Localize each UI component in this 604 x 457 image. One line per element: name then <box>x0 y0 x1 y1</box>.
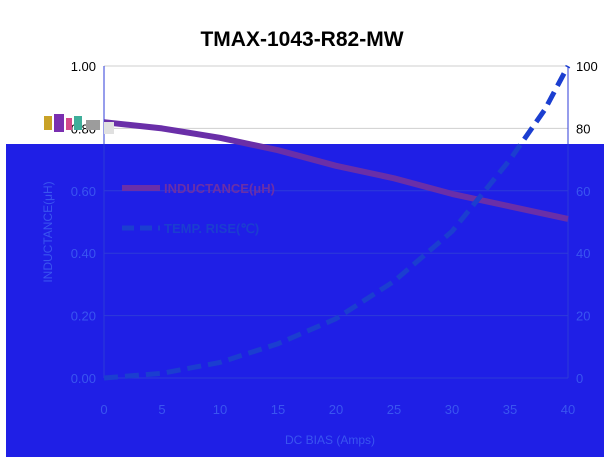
x-tick-label-3: 15 <box>271 402 285 417</box>
artifact-0 <box>44 116 52 130</box>
y2-tick-label-3: 60 <box>576 184 590 199</box>
overlay-panel <box>6 144 604 457</box>
x-tick-label-8: 40 <box>561 402 575 417</box>
artifact-5 <box>104 122 114 134</box>
y2-tick-label-2: 40 <box>576 246 590 261</box>
legend: INDUCTANCE(μH) TEMP. RISE(℃) <box>122 181 275 236</box>
y2-tick-label-1: 20 <box>576 309 590 324</box>
y-tick-label-0: 0.00 <box>71 371 96 386</box>
glitch-artifacts <box>44 114 114 134</box>
axes <box>103 66 569 379</box>
x-tick-label-6: 30 <box>445 402 459 417</box>
series-line-1 <box>103 64 571 381</box>
x-tick-label-1: 5 <box>158 402 165 417</box>
y-tick-label-1: 0.20 <box>71 309 96 324</box>
x-tick-label-5: 25 <box>387 402 401 417</box>
series-layer <box>103 64 571 381</box>
legend-label-1: TEMP. RISE(℃) <box>164 221 259 236</box>
y2-tick-label-4: 80 <box>576 121 590 136</box>
chart-title: TMAX-1043-R82-MW <box>200 28 403 51</box>
y-tick-label-2: 0.40 <box>71 246 96 261</box>
artifact-3 <box>74 116 82 130</box>
y2-tick-label-0: 0 <box>576 371 583 386</box>
y2-tick-label-5: 100 <box>576 59 598 74</box>
x-axis-title: DC BIAS (Amps) <box>285 433 375 447</box>
x-tick-label-2: 10 <box>213 402 227 417</box>
legend-label-0: INDUCTANCE(μH) <box>164 181 275 196</box>
y-tick-label-5: 1.00 <box>71 59 96 74</box>
artifact-1 <box>54 114 64 132</box>
artifact-4 <box>86 120 100 130</box>
y-tick-label-3: 0.60 <box>71 184 96 199</box>
x-tick-label-0: 0 <box>100 402 107 417</box>
x-tick-label-4: 20 <box>329 402 343 417</box>
artifact-2 <box>66 118 72 130</box>
series-line-0 <box>103 119 569 222</box>
y-axis-title: INDUCTANCE(μH) <box>41 181 55 282</box>
x-tick-label-7: 35 <box>503 402 517 417</box>
